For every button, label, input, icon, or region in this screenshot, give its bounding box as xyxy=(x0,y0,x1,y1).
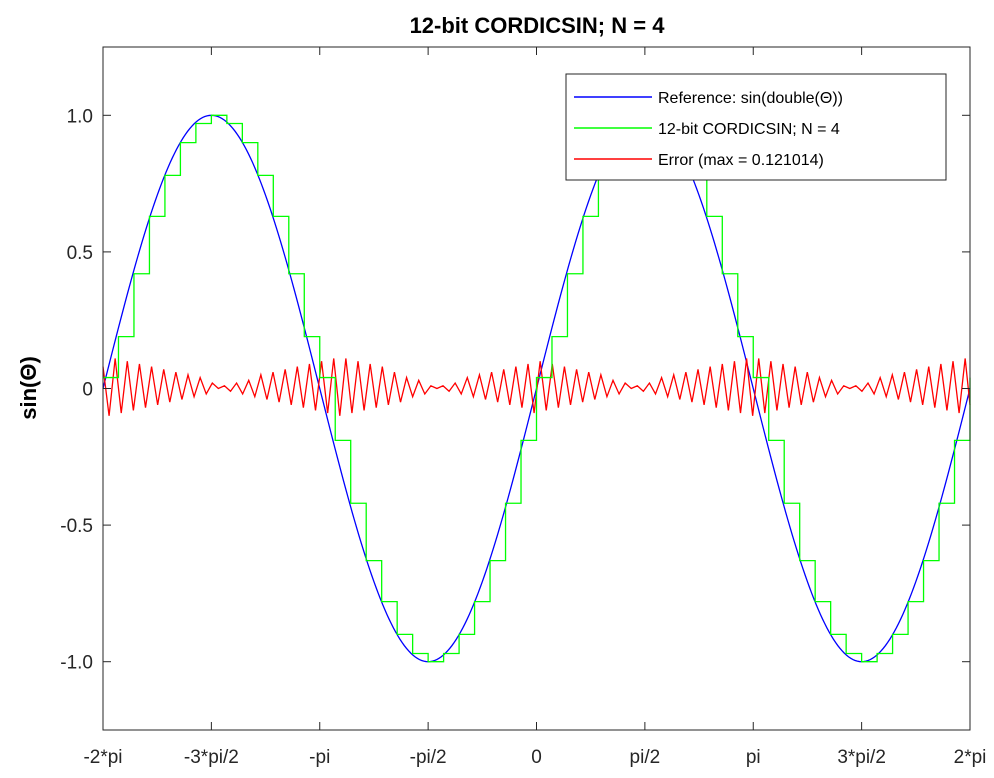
y-tick-label: 1.0 xyxy=(67,106,93,127)
x-tick-label: 0 xyxy=(531,747,542,768)
y-tick-label: 0.5 xyxy=(67,243,93,264)
x-tick-label: -pi/2 xyxy=(410,747,447,768)
legend-box xyxy=(565,73,947,181)
y-axis-label: sin(Θ) xyxy=(16,356,41,420)
y-tick-label: -0.5 xyxy=(60,516,93,537)
x-tick-label: pi/2 xyxy=(630,747,661,768)
x-axis: -2*pi -3*pi/2 -pi -pi/2 0 pi/2 pi 3*pi/2 2*pi xyxy=(83,47,986,768)
x-tick-label: -3*pi/2 xyxy=(184,747,239,768)
chart-title: 12-bit CORDICSIN; N = 4 xyxy=(410,13,666,38)
legend-label: 12-bit CORDICSIN; N = 4 xyxy=(658,121,840,138)
series-layer xyxy=(102,114,971,663)
y-tick-label: -1.0 xyxy=(60,653,93,674)
x-tick-label: -2*pi xyxy=(83,747,122,768)
x-tick-label: pi xyxy=(746,747,761,768)
legend-label: Error (max = 0.121014) xyxy=(658,152,824,169)
series-line-1 xyxy=(103,114,971,663)
x-tick-label: 2*pi xyxy=(954,747,987,768)
legend-label: Reference: sin(double(Θ)) xyxy=(658,90,843,107)
plot-area: -2*pi -3*pi/2 -pi -pi/2 0 pi/2 pi 3*pi/2 2*pi 1.… xyxy=(60,46,986,768)
y-axis: 1.0 0.5 0 -0.5 -1.0 xyxy=(60,106,970,674)
x-tick-label: -pi xyxy=(309,747,330,768)
legend: Reference: sin(double(Θ)) 12-bit CORDICSI… xyxy=(565,73,947,181)
y-tick-label: 0 xyxy=(82,380,93,401)
x-tick-label: 3*pi/2 xyxy=(837,747,886,768)
